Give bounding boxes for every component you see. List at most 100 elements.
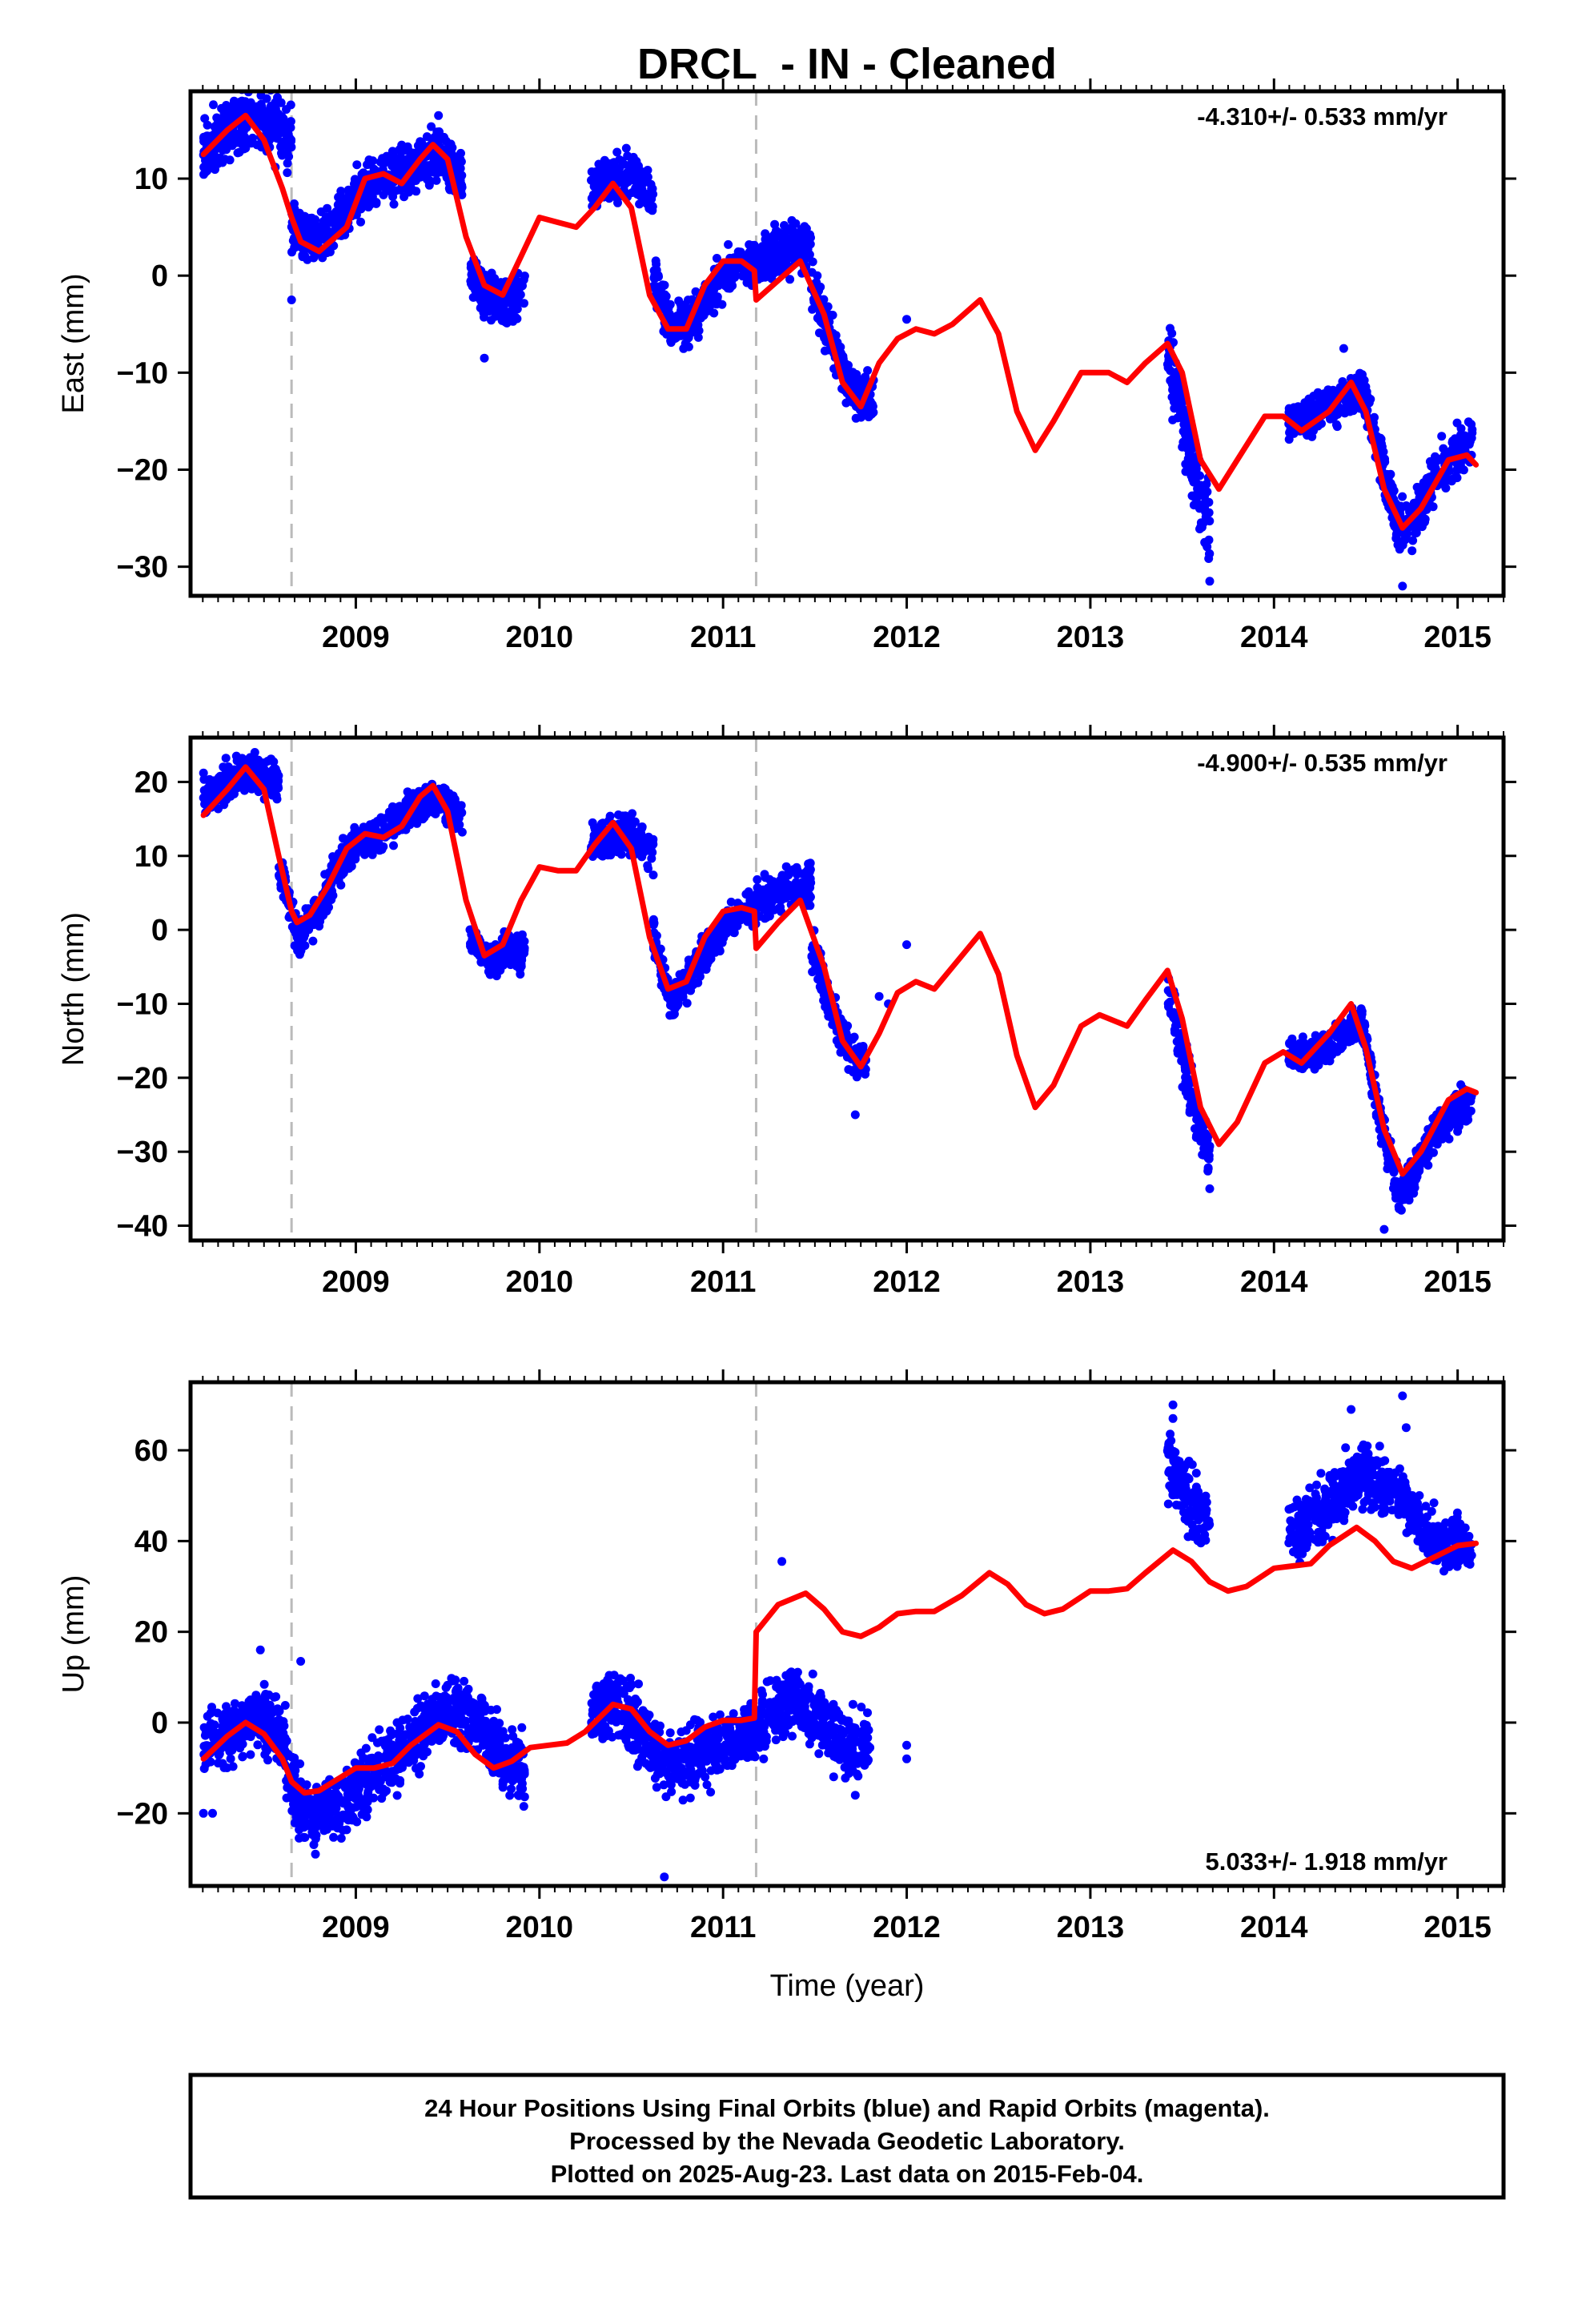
data-point (644, 846, 654, 855)
data-point (679, 344, 689, 353)
data-point (635, 199, 644, 209)
data-point (448, 143, 457, 152)
data-point (600, 844, 609, 854)
data-point (676, 300, 685, 309)
data-point (1398, 581, 1407, 591)
data-point (308, 936, 318, 946)
data-point (514, 931, 524, 941)
data-point (769, 905, 779, 915)
data-point (323, 203, 332, 213)
data-point (204, 156, 214, 166)
data-points-1 (199, 78, 1477, 591)
data-point (315, 917, 325, 926)
data-point (501, 312, 511, 322)
data-point (863, 366, 873, 376)
data-point (736, 911, 745, 920)
data-point (231, 106, 240, 115)
data-point (1359, 376, 1369, 385)
data-point (236, 78, 245, 87)
data-point (789, 252, 799, 262)
data-point (322, 248, 331, 258)
data-point (1439, 444, 1448, 453)
data-point (1452, 473, 1462, 483)
data-point (227, 141, 237, 151)
data-point (333, 215, 343, 223)
data-point (709, 308, 719, 318)
data-point (729, 924, 738, 934)
data-point (628, 169, 637, 179)
data-point (356, 845, 366, 854)
data-point (1178, 442, 1187, 452)
data-point (1434, 455, 1443, 464)
data-point (502, 958, 512, 967)
data-point (491, 955, 500, 965)
data-point (283, 159, 292, 168)
data-point (612, 147, 622, 157)
data-point (512, 939, 521, 949)
x-tick-label: 2011 (690, 621, 756, 654)
data-point (673, 999, 683, 1009)
data-point (1403, 503, 1413, 513)
data-point (200, 799, 210, 809)
data-point (256, 91, 266, 100)
data-point (789, 227, 799, 236)
y-tick-label: 10 (135, 163, 168, 196)
data-point (432, 127, 442, 137)
data-point (468, 946, 477, 955)
data-point (337, 203, 347, 212)
panel-1: 2009 2010 2011 2012 2013 2014 2015−30−20−10010… (57, 78, 1516, 654)
data-point (1338, 377, 1347, 386)
data-point (279, 125, 289, 135)
data-point (1391, 529, 1401, 539)
data-point (276, 142, 285, 151)
data-point (214, 804, 223, 814)
data-point (320, 897, 330, 906)
data-point (644, 832, 653, 842)
data-point (628, 821, 637, 830)
data-point (681, 309, 691, 319)
data-point (632, 156, 641, 166)
data-point (1348, 400, 1358, 409)
data-point (730, 270, 740, 279)
data-point (653, 291, 663, 300)
data-point (777, 879, 786, 889)
data-point (1340, 408, 1350, 418)
data-point (248, 758, 258, 767)
data-point (594, 172, 604, 182)
data-point (621, 820, 631, 830)
data-point (718, 918, 728, 927)
data-point (283, 168, 292, 178)
panels-group: 2009 2010 2011 2012 2013 2014 2015−30−20−10010… (57, 78, 1516, 1944)
data-point (808, 257, 817, 267)
data-point (698, 310, 708, 320)
data-point (518, 281, 527, 291)
data-point (339, 834, 347, 843)
data-point (769, 235, 779, 245)
data-point (457, 183, 467, 192)
data-point (381, 183, 391, 193)
data-point (719, 273, 729, 283)
data-point (413, 171, 423, 180)
data-point (432, 175, 441, 185)
data-point (216, 143, 226, 153)
data-point (1182, 460, 1192, 469)
data-point (211, 777, 220, 786)
data-point (319, 232, 329, 242)
data-point (200, 114, 210, 123)
data-point (499, 298, 508, 308)
data-point (597, 821, 607, 830)
data-point (367, 183, 376, 192)
data-point (1286, 428, 1295, 438)
data-point (420, 813, 429, 822)
data-point (295, 947, 305, 957)
data-point (1395, 545, 1404, 554)
data-point (480, 312, 488, 322)
data-point (772, 255, 781, 265)
data-point (481, 292, 491, 302)
data-point (728, 281, 737, 291)
data-point (1286, 405, 1295, 415)
data-point (643, 861, 652, 870)
data-point (407, 183, 416, 193)
data-point (760, 247, 769, 256)
data-point (634, 176, 643, 186)
